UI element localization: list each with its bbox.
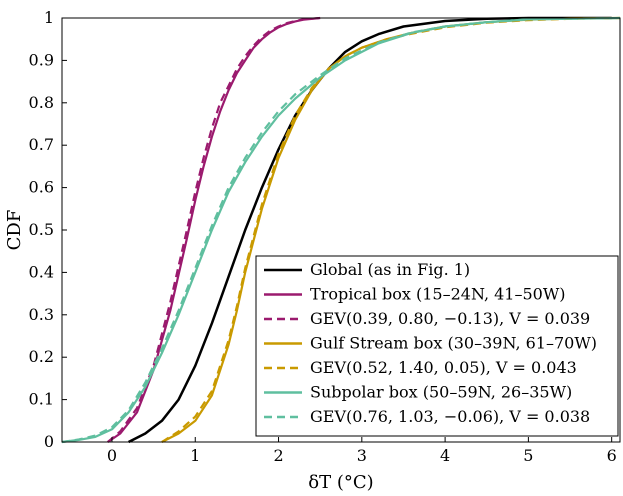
x-axis-label: δT (°C): [308, 472, 373, 493]
series-line-4: [161, 16, 621, 443]
legend-label-3: Gulf Stream box (30–39N, 61–70W): [310, 334, 597, 353]
y-tick-label-10: 1: [44, 8, 54, 27]
x-tick-label-5: 5: [523, 446, 533, 465]
y-tick-label-1: 0.1: [29, 390, 54, 409]
y-tick-label-6: 0.6: [29, 178, 54, 197]
series-line-1: [107, 16, 321, 443]
legend-label-2: GEV(0.39, 0.80, −0.13), V = 0.039: [310, 309, 590, 328]
legend-label-6: GEV(0.76, 1.03, −0.06), V = 0.038: [310, 407, 590, 426]
x-tick-label-0: 0: [107, 446, 117, 465]
x-tick-label-3: 3: [357, 446, 367, 465]
tick-layer: 0 1 2 3 4 5 6 0 0.1 0.2 0.3 0.4 0.5 0.6 0.7 0.8 0.9 1: [29, 8, 617, 465]
series-line-0: [128, 16, 612, 444]
y-tick-label-2: 0.2: [29, 347, 54, 366]
series-layer: [61, 16, 621, 444]
y-tick-label-3: 0.3: [29, 305, 54, 324]
x-tick-label-6: 6: [607, 446, 617, 465]
legend-label-4: GEV(0.52, 1.40, 0.05), V = 0.043: [310, 358, 577, 377]
y-tick-label-4: 0.4: [29, 262, 54, 281]
y-tick-label-8: 0.8: [29, 93, 54, 112]
legend-label-1: Tropical box (15–24N, 41–50W): [310, 285, 566, 304]
series-line-6: [61, 16, 621, 444]
y-tick-label-5: 0.5: [29, 220, 54, 239]
y-tick-label-0: 0: [44, 432, 54, 451]
y-tick-label-7: 0.7: [29, 135, 54, 154]
legend-items: Global (as in Fig. 1) Tropical box (15–24…: [264, 260, 597, 426]
legend-label-0: Global (as in Fig. 1): [310, 260, 470, 279]
legend-label-5: Subpolar box (50–59N, 26–35W): [310, 383, 572, 402]
legend: Global (as in Fig. 1) Tropical box (15–24…: [255, 255, 619, 437]
y-axis-label: CDF: [4, 210, 25, 251]
series-line-5: [61, 16, 621, 444]
x-tick-label-1: 1: [190, 446, 200, 465]
y-tick-label-9: 0.9: [29, 50, 54, 69]
x-tick-label-2: 2: [273, 446, 283, 465]
legend-box: [255, 255, 619, 437]
x-tick-label-4: 4: [440, 446, 450, 465]
series-line-2: [107, 16, 321, 443]
